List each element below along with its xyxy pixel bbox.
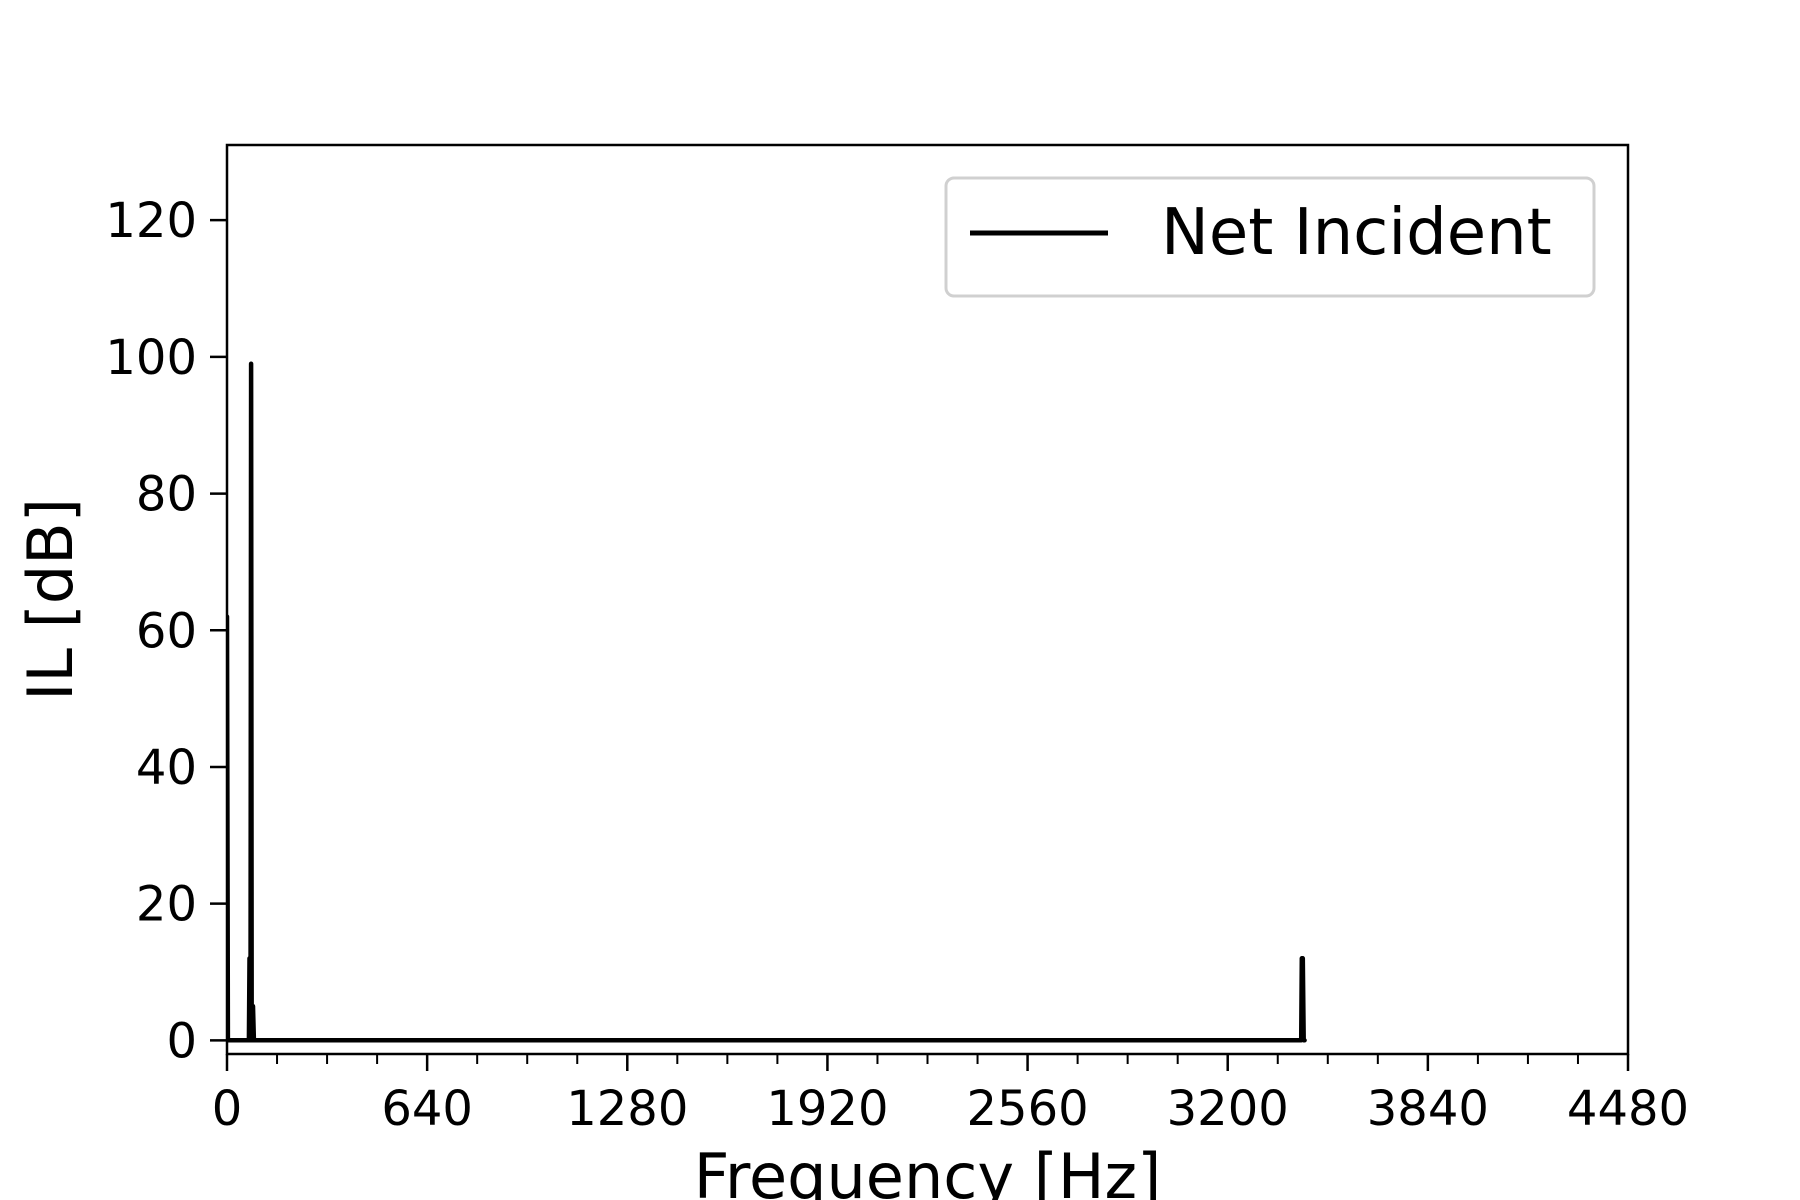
x-tick-label: 1920 bbox=[766, 1081, 888, 1137]
y-tick-label: 0 bbox=[166, 1013, 197, 1069]
x-tick-label: 0 bbox=[212, 1081, 243, 1137]
y-tick-label: 60 bbox=[136, 603, 197, 659]
y-axis: 0 20 40 60 80 100 120 bbox=[105, 193, 227, 1069]
plot-marks bbox=[227, 361, 1307, 1043]
x-tick-label: 640 bbox=[381, 1081, 473, 1137]
legend: Net Incident bbox=[944, 176, 1596, 298]
y-axis-title: IL [dB] bbox=[14, 498, 87, 701]
legend-label: Net Incident bbox=[1161, 196, 1552, 270]
x-tick-label: 2560 bbox=[966, 1081, 1088, 1137]
legend-box bbox=[944, 176, 1596, 298]
x-tick-label: 1280 bbox=[566, 1081, 688, 1137]
y-tick-label: 40 bbox=[136, 740, 197, 796]
y-tick-label: 120 bbox=[105, 193, 197, 249]
x-tick-label: 3200 bbox=[1167, 1081, 1289, 1137]
y-tick-label: 20 bbox=[136, 877, 197, 933]
series-line-0 bbox=[227, 361, 1307, 1043]
x-tick-label: 4480 bbox=[1567, 1081, 1689, 1137]
y-tick-label: 100 bbox=[105, 330, 197, 386]
x-tick-label: 3840 bbox=[1367, 1081, 1489, 1137]
x-axis-title: Frequency [Hz] bbox=[694, 1140, 1162, 1200]
y-tick-label: 80 bbox=[136, 467, 197, 523]
x-axis: 0 640 1280 1920 2560 3200 3840 4480 bbox=[212, 1054, 1689, 1137]
